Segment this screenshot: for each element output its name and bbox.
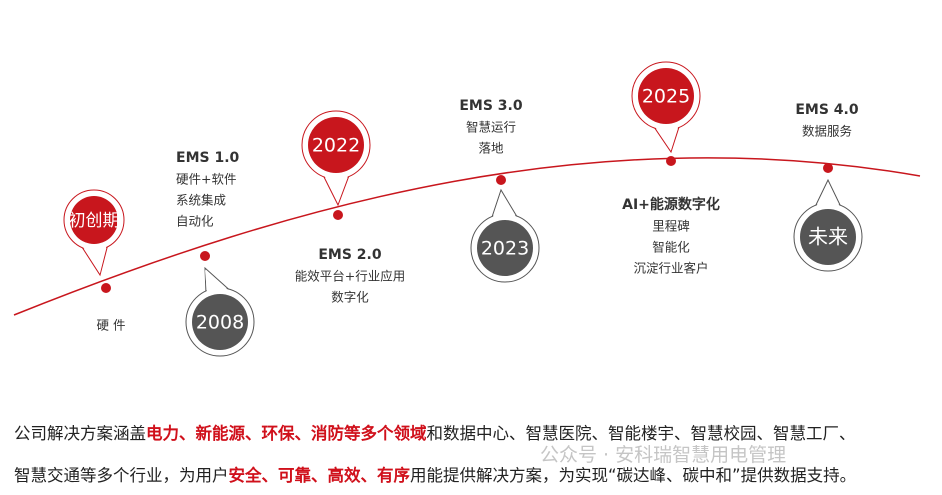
pin-label: 2008 xyxy=(196,312,244,334)
stage-item: 沉淀行业客户 xyxy=(633,261,708,276)
body-text: 用能提供解决方案，为实现“碳达峰、碳中和”提供数据支持。 xyxy=(410,466,857,485)
paragraph-line: 智慧交通等多个行业，为用户安全、可靠、高效、有序用能提供解决方案，为实现“碳达峰… xyxy=(14,462,856,486)
pin-disc xyxy=(638,68,694,124)
stage-item: 系统集成 xyxy=(176,193,226,208)
body-text: 和数据中心、智慧医院、智能楼宇、智慧校园、智慧工厂、 xyxy=(426,424,856,443)
stage-title: EMS 2.0 xyxy=(318,247,382,263)
pin-cover xyxy=(323,173,349,203)
pin-disc xyxy=(477,220,533,276)
stage-item: 自动化 xyxy=(176,214,214,229)
timeline-dot xyxy=(101,283,111,293)
pin-disc xyxy=(800,209,856,265)
pin-cover xyxy=(81,244,107,273)
pin-label: 2025 xyxy=(642,86,690,108)
highlight-text: 安全、可靠、高效、有序 xyxy=(228,466,411,485)
pin-label: 初创期 xyxy=(69,211,120,231)
stage-title: EMS 3.0 xyxy=(459,98,523,114)
stage-item: 硬件+软件 xyxy=(176,172,236,187)
stage-item: 数字化 xyxy=(331,290,369,305)
timeline-dot xyxy=(200,251,210,261)
timeline-dot xyxy=(496,175,506,185)
highlight-text: 电力、新能源、环保、消防等多个领域 xyxy=(146,424,427,443)
pin-label: 2022 xyxy=(312,135,360,157)
body-text: 智慧交通等多个行业，为用户 xyxy=(14,466,229,485)
stage-item: 硬 件 xyxy=(97,318,126,333)
pin-disc xyxy=(70,196,118,244)
stage-item: 智能化 xyxy=(652,240,690,255)
stage-item: 能效平台+行业应用 xyxy=(295,269,405,284)
pin-cover xyxy=(205,270,233,294)
pin-disc xyxy=(308,117,364,173)
paragraph-line: 公司解决方案涵盖电力、新能源、环保、消防等多个领域和数据中心、智慧医院、智能楼宇… xyxy=(14,420,856,444)
stage-item: 里程碑 xyxy=(652,219,690,234)
pin-cover xyxy=(815,182,841,209)
body-text: 公司解决方案涵盖 xyxy=(14,424,146,443)
pin-label: 未来 xyxy=(808,225,848,249)
pin-cover xyxy=(492,192,518,220)
timeline-dot xyxy=(333,210,343,220)
stage-title: AI+能源数字化 xyxy=(622,196,720,213)
stage-item: 落地 xyxy=(478,141,504,156)
pin-label: 2023 xyxy=(481,238,529,260)
timeline-dot xyxy=(666,156,676,166)
stage-item: 数据服务 xyxy=(802,124,852,139)
stage-title: EMS 4.0 xyxy=(795,102,859,118)
timeline-dot xyxy=(823,163,833,173)
stage-title: EMS 1.0 xyxy=(176,150,240,166)
watermark: 公众号 · 安科瑞智慧用电管理 xyxy=(540,444,787,466)
pin-disc xyxy=(192,294,248,350)
pin-cover xyxy=(653,124,679,150)
stage-item: 智慧运行 xyxy=(466,120,516,135)
timeline-curve xyxy=(13,156,921,316)
